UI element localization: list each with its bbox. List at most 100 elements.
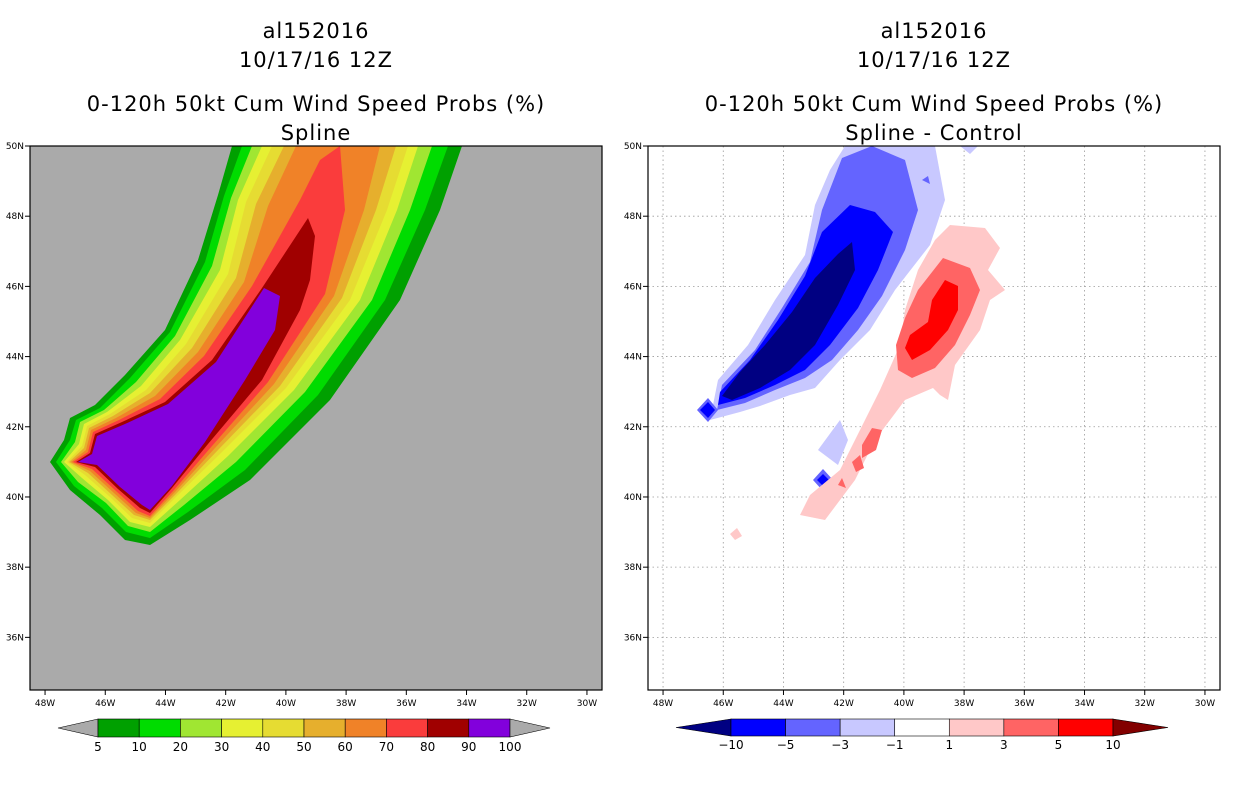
- x-tick-label: 42W: [834, 699, 854, 709]
- colorbar-label: 20: [173, 740, 188, 754]
- right-plot-background: [648, 146, 1220, 690]
- x-tick-label: 48W: [35, 699, 55, 709]
- colorbar-swatch: [948, 718, 1005, 737]
- colorbar-swatch: [303, 718, 346, 738]
- x-tick-label: 34W: [456, 699, 476, 709]
- y-tick-label: 36N: [624, 633, 642, 643]
- x-tick-label: 46W: [95, 699, 115, 709]
- colorbar-swatch: [262, 718, 305, 738]
- x-tick-label: 30W: [577, 699, 597, 709]
- x-tick-label: 34W: [1074, 699, 1094, 709]
- diff-contour-pos-south-2: [852, 455, 864, 472]
- diff-contour-pos-speck: [730, 528, 742, 540]
- left-probability-field: [50, 146, 462, 545]
- right-plot-frame: [647, 145, 1221, 691]
- colorbar-label: 50: [296, 740, 311, 754]
- y-tick-label: 42N: [6, 423, 24, 433]
- diff-contour-neg1-fleck: [960, 146, 978, 154]
- colorbar-swatch: [97, 718, 140, 738]
- y-tick-label: 50N: [6, 142, 24, 152]
- colorbar-label: 5: [94, 740, 102, 754]
- x-tick-label: 40W: [276, 699, 296, 709]
- colorbar-label: 90: [461, 740, 476, 754]
- y-tick-label: 42N: [624, 423, 642, 433]
- left-title-product: 0-120h 50kt Cum Wind Speed Probs (%): [86, 92, 546, 116]
- left-plot-frame: [29, 145, 603, 691]
- colorbar-label: −1: [886, 738, 904, 752]
- right-colorbar: −10 −5 −3 −1 1 3 5 10: [675, 718, 1169, 752]
- colorbar-swatch: [221, 718, 264, 738]
- x-tick-label: 38W: [954, 699, 974, 709]
- right-axis-ticks: 48W 46W 44W 42W 40W 38W 36W 34W 32W 30W 36N 38N 40N 4…: [624, 142, 1215, 709]
- x-tick-label: 46W: [713, 699, 733, 709]
- colorbar-label: 1: [945, 738, 953, 752]
- colorbar-label: 40: [255, 740, 270, 754]
- y-tick-label: 46N: [624, 282, 642, 292]
- diff-contour-pos-south-3: [838, 478, 846, 488]
- colorbar-extend-low: [675, 718, 732, 737]
- left-title-storm-id: al152016: [262, 19, 370, 43]
- y-tick-label: 48N: [6, 212, 24, 222]
- y-tick-label: 44N: [624, 353, 642, 363]
- colorbar-swatch: [386, 718, 428, 738]
- y-tick-label: 38N: [624, 563, 642, 573]
- left-title-method: Spline: [280, 121, 352, 145]
- colorbar-swatch: [1058, 718, 1114, 737]
- x-tick-label: 44W: [155, 699, 175, 709]
- right-title-datetime: 10/17/16 12Z: [856, 48, 1012, 72]
- colorbar-label: 30: [214, 740, 229, 754]
- left-axis-ticks: 48W 46W 44W 42W 40W 38W 36W 34W 32W 30W 36N 38N 40N 4…: [6, 142, 597, 709]
- y-tick-label: 38N: [6, 563, 24, 573]
- x-tick-label: 48W: [653, 699, 673, 709]
- colorbar-label: 10: [1105, 738, 1120, 752]
- y-tick-label: 36N: [6, 633, 24, 643]
- x-tick-label: 36W: [1014, 699, 1034, 709]
- colorbar-label: 80: [420, 740, 435, 754]
- right-plot-area: 48W 46W 44W 42W 40W 38W 36W 34W 32W 30W 36N 38N 40N 4…: [624, 142, 1221, 752]
- colorbar-extend-low: [57, 718, 99, 738]
- diff-contour-neg-speck-5: [922, 176, 930, 184]
- x-tick-label: 44W: [773, 699, 793, 709]
- left-title-datetime: 10/17/16 12Z: [238, 48, 394, 72]
- diff-contour-neg10: [722, 242, 855, 400]
- colorbar-extend-high: [509, 718, 551, 738]
- colorbar-label: 10: [132, 740, 147, 754]
- colorbar-label: 3: [1000, 738, 1008, 752]
- right-difference-field: [697, 146, 1005, 540]
- diff-contour-pos-south: [862, 428, 882, 458]
- y-tick-label: 48N: [624, 212, 642, 222]
- colorbar-label: 70: [379, 740, 394, 754]
- colorbar-label: −3: [831, 738, 849, 752]
- right-title-storm-id: al152016: [880, 19, 988, 43]
- x-tick-label: 32W: [517, 699, 537, 709]
- colorbar-swatch: [839, 718, 896, 737]
- y-tick-label: 40N: [6, 493, 24, 503]
- x-tick-label: 40W: [894, 699, 914, 709]
- x-tick-label: 38W: [336, 699, 356, 709]
- contour-90: [78, 288, 280, 510]
- diff-contour-neg-speck-2: [700, 402, 715, 418]
- x-tick-label: 32W: [1135, 699, 1155, 709]
- colorbar-extend-high: [1112, 718, 1169, 737]
- x-tick-label: 30W: [1195, 699, 1215, 709]
- colorbar-swatch: [730, 718, 786, 737]
- right-title-method: Spline - Control: [845, 121, 1023, 145]
- left-plot-area: 48W 46W 44W 42W 40W 38W 36W 34W 32W 30W 36N 38N 40N 4…: [6, 142, 603, 754]
- colorbar-label: 5: [1055, 738, 1063, 752]
- y-tick-label: 46N: [6, 282, 24, 292]
- colorbar-swatch: [894, 718, 950, 737]
- y-tick-label: 40N: [624, 493, 642, 503]
- colorbar-label: −5: [777, 738, 795, 752]
- left-colorbar: 5 10 20 30 40 50 60 70 80 90 100: [57, 718, 551, 754]
- diff-contour-neg-weak-south: [818, 420, 848, 465]
- y-tick-label: 44N: [6, 353, 24, 363]
- diff-contour-pos5: [905, 280, 958, 360]
- right-title-product: 0-120h 50kt Cum Wind Speed Probs (%): [704, 92, 1164, 116]
- y-tick-label: 50N: [624, 142, 642, 152]
- colorbar-swatch: [427, 718, 470, 738]
- colorbar-label: −10: [718, 738, 743, 752]
- colorbar-swatch: [785, 718, 841, 737]
- colorbar-swatch: [180, 718, 222, 738]
- x-tick-label: 42W: [216, 699, 236, 709]
